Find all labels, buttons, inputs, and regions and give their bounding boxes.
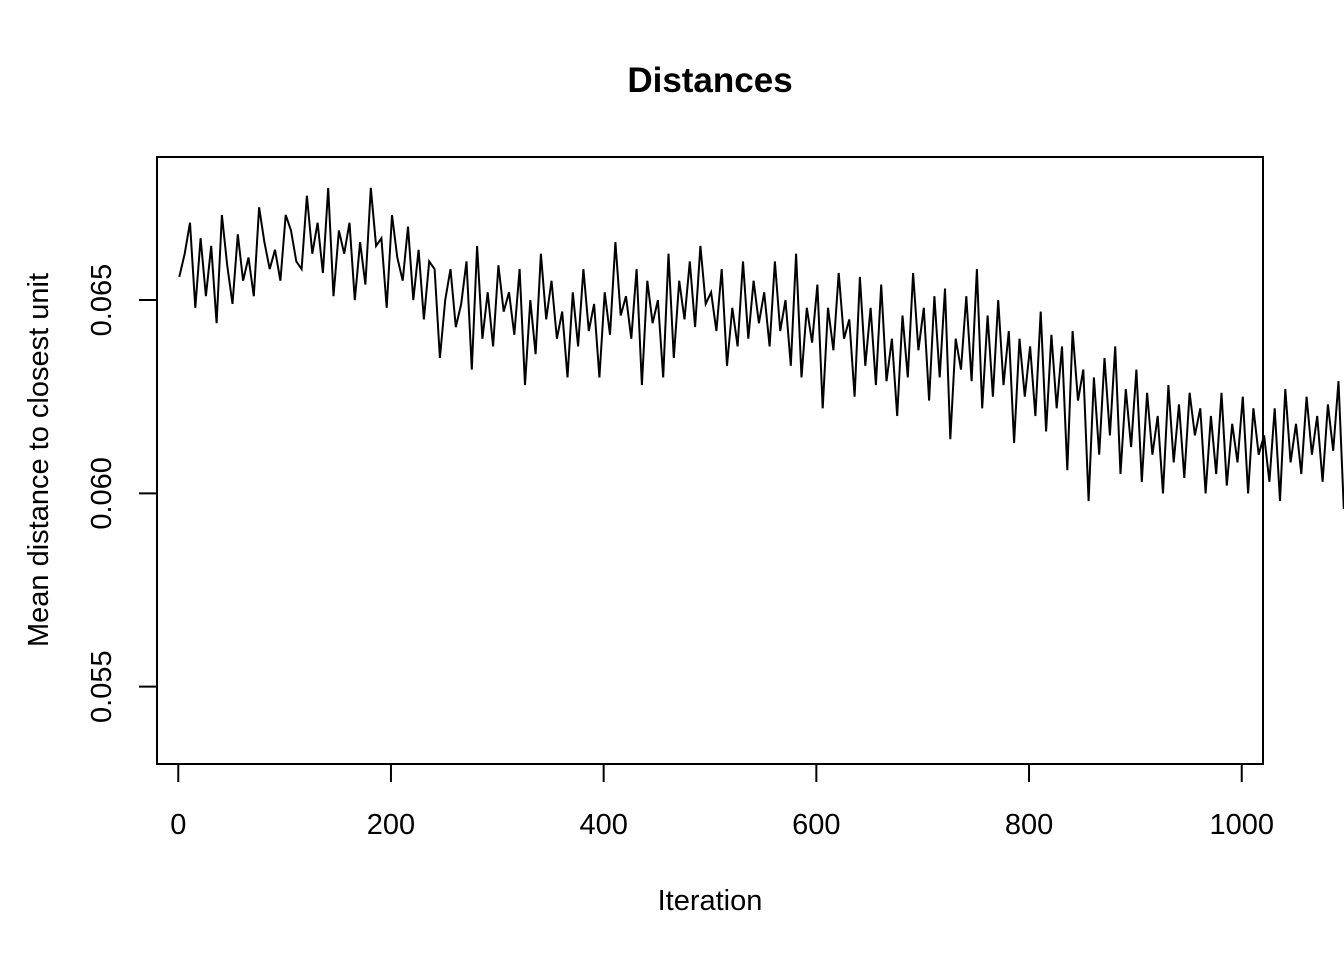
x-axis-label: Iteration — [658, 885, 763, 917]
y-tick-label: 0.065 — [86, 264, 118, 337]
x-tick-label: 0 — [170, 809, 186, 841]
x-tick-label: 600 — [792, 809, 840, 841]
chart-title: Distances — [627, 61, 792, 100]
x-tick-label: 1000 — [1209, 809, 1274, 841]
series-group — [178, 187, 1344, 509]
plot-area-border — [156, 156, 1264, 765]
x-axis: 0 200 400 600 800 1000 — [170, 763, 1274, 841]
x-tick-label: 800 — [1005, 809, 1053, 841]
x-tick-label: 200 — [367, 809, 415, 841]
y-axis: 0.055 0.060 0.065 — [86, 264, 158, 723]
y-tick-label: 0.060 — [86, 457, 118, 530]
x-tick-label: 400 — [579, 809, 627, 841]
series-line — [178, 187, 1344, 509]
y-tick-label: 0.055 — [86, 650, 118, 723]
y-axis-label: Mean distance to closest unit — [23, 273, 55, 647]
